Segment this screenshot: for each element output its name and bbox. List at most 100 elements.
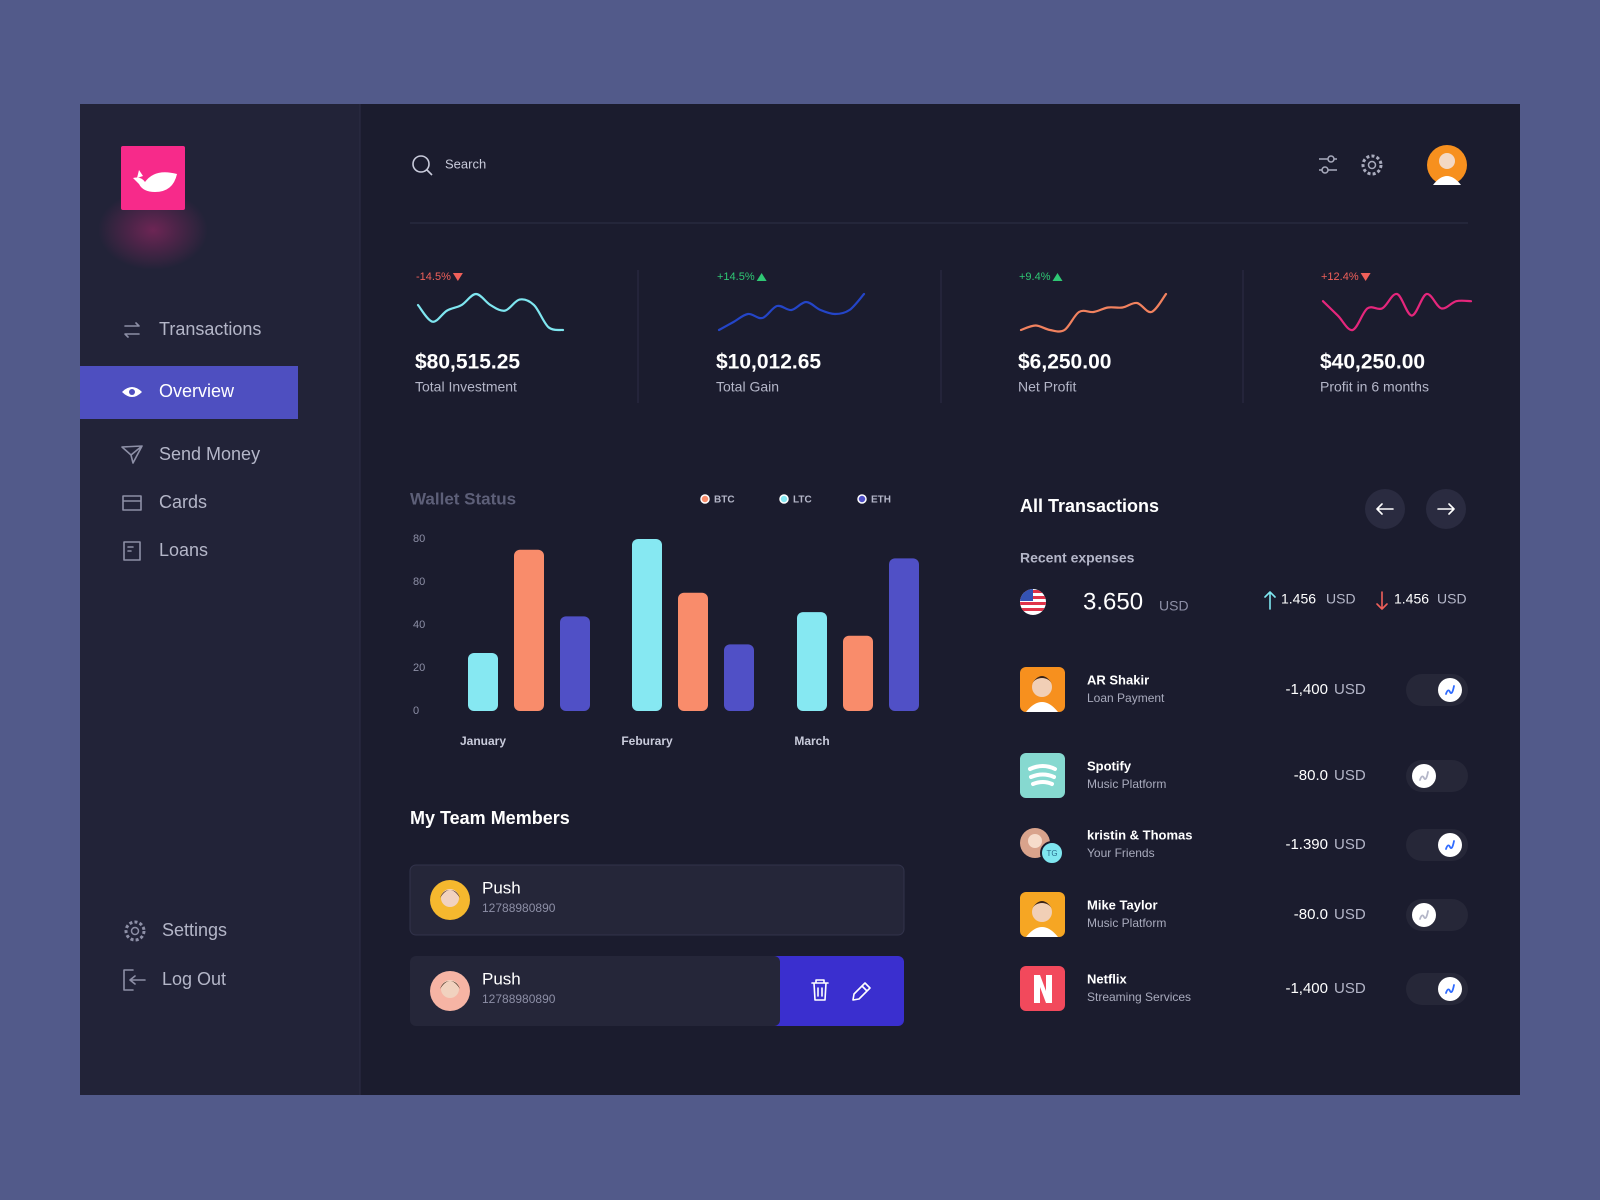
outgoing-arrow [1376, 591, 1388, 610]
member-card[interactable] [410, 956, 780, 1026]
sidebar [80, 104, 360, 1095]
logo-mark [133, 170, 177, 192]
section-title: My Team Members [410, 808, 570, 828]
settings-nav-icon-core [130, 926, 140, 936]
row-name: Mike Taylor [1087, 897, 1158, 912]
member-avatar-hair [440, 890, 460, 898]
row-avatar-shirt [1026, 927, 1058, 937]
member-avatar-face [441, 980, 459, 998]
row-amount: -1,400 [1285, 681, 1328, 698]
row-toggle-knob [1438, 833, 1462, 857]
row-subtitle: Music Platform [1087, 777, 1166, 791]
legend-label: ETH [871, 495, 891, 506]
legend-marker [857, 494, 867, 504]
bar [797, 612, 827, 711]
stat-change: +14.5% [717, 271, 755, 283]
legend-marker [700, 494, 710, 504]
logout-icon [123, 969, 146, 991]
delete-icon[interactable] [811, 979, 829, 1001]
row-currency: USD [1334, 836, 1366, 853]
filter-icon[interactable] [1319, 155, 1337, 174]
member-avatar-face [441, 889, 459, 907]
bar [560, 616, 590, 711]
x-tick-label: January [460, 734, 506, 748]
row-subtitle: Streaming Services [1087, 990, 1191, 1004]
x-tick-label: Feburary [621, 734, 673, 748]
row-name: Netflix [1087, 971, 1128, 986]
nav-item[interactable]: Loans [159, 540, 208, 560]
member-avatar-hair [440, 981, 460, 989]
row-amount: -1,400 [1285, 980, 1328, 997]
nav-item[interactable]: Log Out [162, 969, 226, 989]
row-currency: USD [1334, 681, 1366, 698]
row-avatar-face [1032, 902, 1052, 922]
chart-title: Wallet Status [410, 489, 516, 508]
row-subtitle: Music Platform [1087, 916, 1166, 930]
member-name: Push [482, 969, 521, 988]
settings-nav-icon [124, 920, 146, 942]
stat-label: Total Gain [716, 379, 779, 395]
nav-icon [121, 445, 143, 464]
stat-value: $6,250.00 [1018, 351, 1111, 374]
y-tick-label: 0 [413, 705, 419, 717]
row-toggle-icon [1445, 984, 1455, 994]
stat-change: +9.4% [1019, 271, 1051, 283]
row-toggle-icon [1445, 840, 1455, 850]
stat-trend-line [1321, 292, 1473, 332]
stat-label: Net Profit [1018, 379, 1076, 395]
stat-change-arrow [452, 273, 463, 281]
row-amount: -80.0 [1294, 906, 1328, 923]
us-flag [1020, 589, 1046, 615]
outgoing-currency: USD [1437, 591, 1467, 607]
stat-label: Profit in 6 months [1320, 379, 1429, 395]
search-icon-handle [426, 169, 433, 176]
incoming-amount: 1.456 [1281, 591, 1316, 607]
bar [678, 592, 708, 711]
stat-value: $10,012.65 [716, 351, 821, 374]
nav-item[interactable]: Cards [159, 492, 207, 512]
row-subtitle: Loan Payment [1087, 691, 1165, 705]
row-toggle-knob [1438, 678, 1462, 702]
member-actions [760, 956, 904, 1026]
member-phone: 12788980890 [482, 992, 556, 1006]
nav-item[interactable]: Settings [162, 920, 227, 940]
netflix-mark [1034, 975, 1052, 1003]
nav-item[interactable]: Overview [159, 381, 235, 401]
row-currency: USD [1334, 767, 1366, 784]
bar [468, 652, 498, 711]
y-tick-label: 40 [413, 619, 425, 631]
row-currency: USD [1334, 980, 1366, 997]
row-currency: USD [1334, 906, 1366, 923]
profile-face [1439, 153, 1455, 169]
incoming-currency: USD [1326, 591, 1356, 607]
search-input[interactable]: Search [445, 156, 486, 171]
y-tick-label: 20 [413, 662, 425, 674]
nav-icon [122, 495, 142, 511]
stat-value: $40,250.00 [1320, 351, 1425, 374]
nav-icon [124, 322, 140, 338]
row-toggle-icon [1445, 685, 1455, 695]
row-avatar-hair [1031, 901, 1053, 910]
settings-icon[interactable] [1361, 154, 1383, 176]
member-card[interactable] [409, 864, 905, 936]
row-name: kristin & Thomas [1087, 827, 1192, 842]
edit-icon[interactable] [852, 982, 871, 1001]
row-amount: -80.0 [1294, 767, 1328, 784]
nav-highlight [80, 366, 298, 419]
nav-icon [123, 541, 141, 561]
legend-label: LTC [793, 495, 812, 506]
row-badge-text: TG [1046, 849, 1057, 858]
nav-item[interactable]: Transactions [159, 319, 261, 339]
pager-arrow [1437, 503, 1455, 515]
nav-icon-pupil [129, 389, 135, 395]
nav-item[interactable]: Send Money [159, 444, 260, 464]
row-toggle-icon [1419, 910, 1429, 920]
pager-arrow [1376, 503, 1394, 515]
row-toggle-knob [1412, 764, 1436, 788]
recent-currency: USD [1159, 598, 1189, 614]
row-toggle-icon [1419, 771, 1429, 781]
bar [632, 539, 662, 711]
